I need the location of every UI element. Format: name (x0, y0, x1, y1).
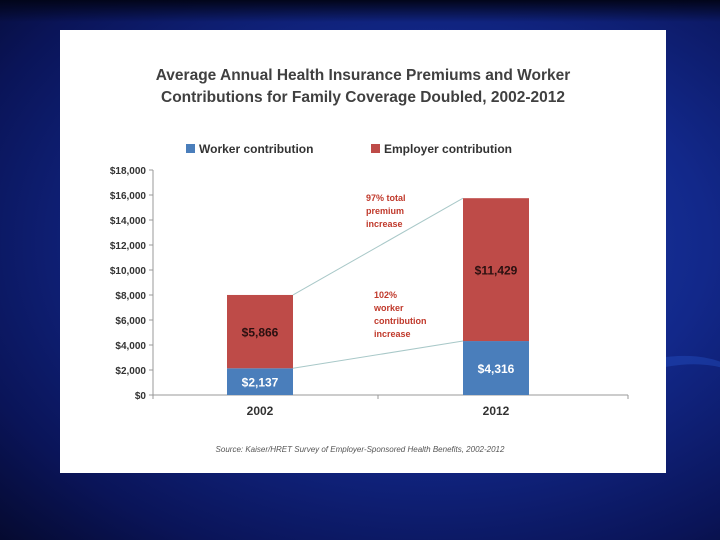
y-tick-label: $4,000 (115, 341, 146, 352)
annotation-1-line-2: premium (366, 206, 404, 216)
annotation-2-line-2: worker (373, 303, 404, 313)
data-label: $11,429 (475, 264, 518, 278)
data-label: $4,316 (478, 362, 515, 376)
source-note: Source: Kaiser/HRET Survey of Employer-S… (216, 445, 505, 454)
bar-labels: $2,137 $5,866 $4,316 $11,429 (242, 264, 518, 390)
connector-worker (292, 340, 464, 369)
connector-total (292, 197, 464, 296)
top-band (0, 0, 720, 22)
bar-worker-2002 (227, 368, 293, 395)
y-tick-label: $8,000 (115, 291, 146, 302)
annotation-worker-contribution: 102% worker contribution increase (373, 290, 427, 339)
chart-title-line-1: Average Annual Health Insurance Premiums… (156, 67, 571, 84)
y-tick-label: $6,000 (115, 316, 146, 327)
y-tick-label: $14,000 (110, 216, 147, 227)
data-label: $2,137 (242, 376, 279, 390)
x-tick-label: 2012 (483, 404, 510, 418)
y-tick-label: $12,000 (110, 241, 147, 252)
y-tick-label: $2,000 (115, 366, 146, 377)
slide-panel (60, 30, 666, 473)
legend-swatch-worker (186, 144, 195, 153)
legend-swatch-employer (371, 144, 380, 153)
x-tick-label: 2002 (247, 404, 274, 418)
y-tick-label: $0 (135, 391, 147, 402)
bar-worker-2012 (463, 341, 529, 395)
chart-title-line-2: Contributions for Family Coverage Double… (161, 89, 565, 106)
legend-label-employer: Employer contribution (384, 142, 512, 156)
legend-label-worker: Worker contribution (199, 142, 313, 156)
y-tick-label: $10,000 (110, 266, 147, 277)
x-tick-labels: 2002 2012 (247, 404, 510, 418)
chart-title: Average Annual Health Insurance Premiums… (156, 67, 571, 106)
bars (227, 198, 529, 395)
axes: $0 $2,000 $4,000 $6,000 $8,000 $10,000 $12,000… (110, 166, 629, 402)
bar-employer-2002 (227, 294, 293, 369)
data-label: $5,866 (242, 326, 279, 340)
annotation-2-line-3: contribution (374, 316, 427, 326)
y-tick-label: $16,000 (110, 191, 147, 202)
annotation-1-line-1: 97% total (366, 193, 406, 203)
annotation-1-line-3: increase (366, 219, 403, 229)
annotation-2-line-4: increase (374, 329, 411, 339)
legend: Worker contribution Employer contributio… (186, 142, 512, 156)
bar-employer-2012 (463, 198, 529, 342)
annotation-total-premium: 97% total premium increase (366, 193, 406, 229)
y-tick-label: $18,000 (110, 166, 147, 177)
annotation-2-line-1: 102% (374, 290, 397, 300)
connector-lines (292, 197, 464, 369)
